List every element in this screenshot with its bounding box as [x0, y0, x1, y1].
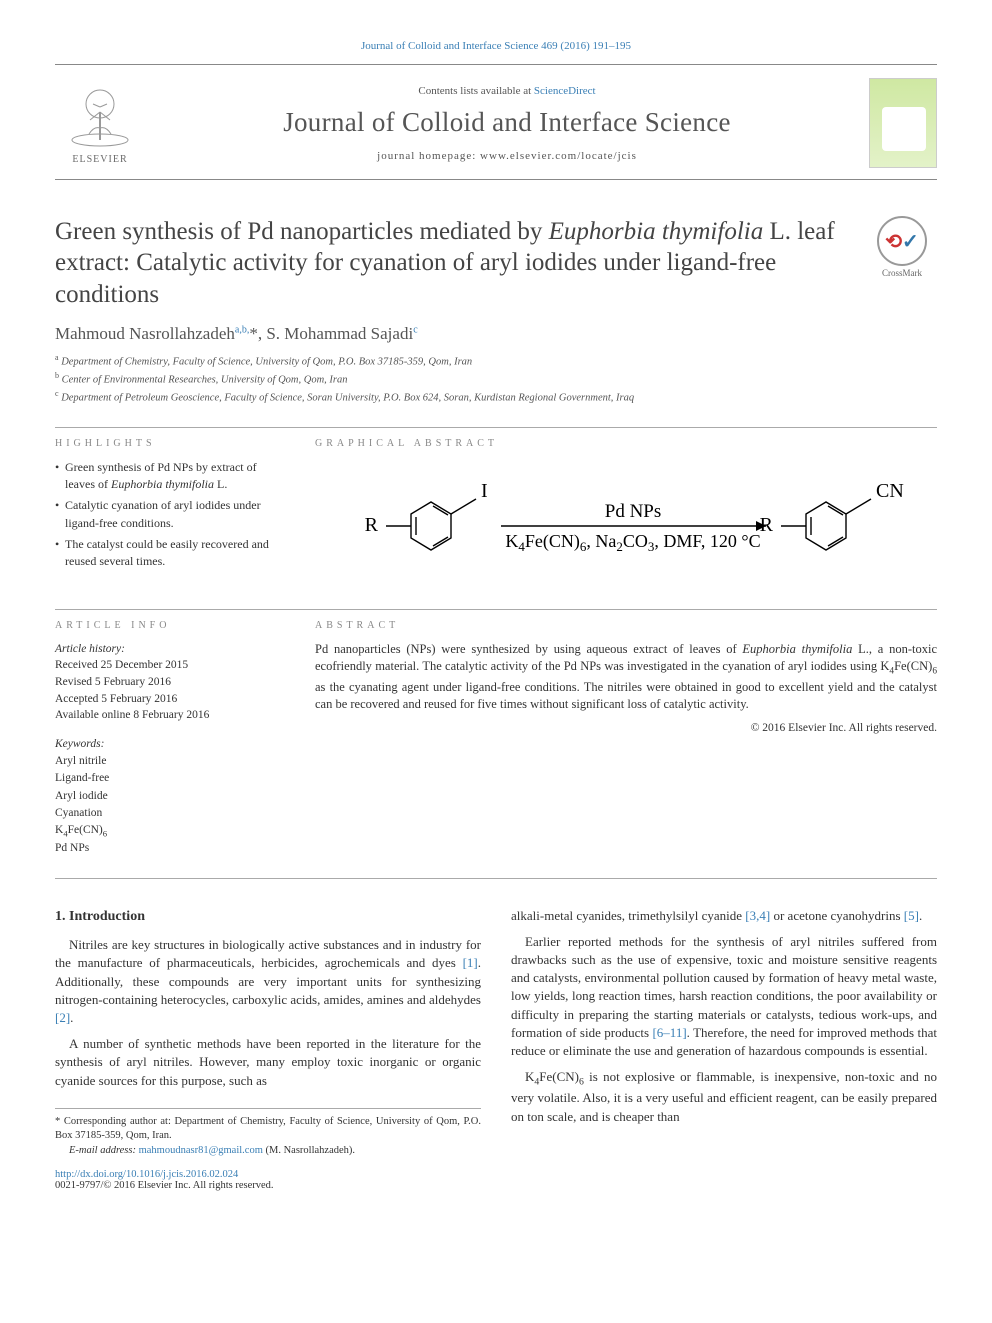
author-2: S. Mohammad Sajadi [266, 324, 413, 343]
affil-sup: b [55, 371, 59, 380]
svg-text:K4Fe(CN)6, Na2CO3, DMF, 120 °C: K4Fe(CN)6, Na2CO3, DMF, 120 °C [505, 531, 760, 554]
text-run: Nitriles are key structures in biologica… [55, 937, 481, 970]
highlight-item: Green synthesis of Pd NPs by extract of … [55, 459, 285, 494]
journal-name: Journal of Colloid and Interface Science [159, 107, 855, 138]
highlights-list: Green synthesis of Pd NPs by extract of … [55, 459, 285, 571]
authors: Mahmoud Nasrollahzadeha,b,*, S. Mohammad… [55, 324, 937, 344]
graphical-abstract-figure: R I Pd NPs K4Fe(CN)6, Na2CO3, DMF, 120 °… [315, 459, 937, 589]
author-1-affil: a,b, [235, 324, 249, 335]
para: Earlier reported methods for the synthes… [511, 933, 937, 1060]
body-text: 1. Introduction Nitriles are key structu… [55, 907, 937, 1159]
highlights-label: HIGHLIGHTS [55, 438, 285, 449]
citation-link[interactable]: [1] [463, 955, 478, 970]
keyword-item: K4Fe(CN)6 [55, 822, 285, 840]
crossmark-label: CrossMark [882, 268, 922, 278]
affil-c: Department of Petroleum Geoscience, Facu… [61, 393, 634, 404]
copyright: © 2016 Elsevier Inc. All rights reserved… [315, 722, 937, 734]
rule [55, 609, 937, 610]
abstract-label: ABSTRACT [315, 620, 937, 631]
para: A number of synthetic methods have been … [55, 1035, 481, 1090]
journal-homepage: journal homepage: www.elsevier.com/locat… [159, 150, 855, 162]
affil-b: Center of Environmental Researches, Univ… [62, 375, 348, 386]
svg-text:R: R [365, 514, 379, 536]
article-history: Article history: Received 25 December 20… [55, 641, 285, 724]
citation-link[interactable]: [6–11] [652, 1025, 686, 1040]
keyword-item: Ligand-free [55, 770, 285, 787]
footnote-star: * [55, 1116, 60, 1127]
elsevier-tree-icon [65, 82, 135, 152]
svg-text:Pd NPs: Pd NPs [605, 501, 662, 522]
graphical-abstract-label: GRAPHICAL ABSTRACT [315, 438, 937, 449]
svg-text:R: R [760, 514, 774, 536]
highlight-item: The catalyst could be easily recovered a… [55, 536, 285, 571]
history-revised: Revised 5 February 2016 [55, 674, 285, 691]
keyword-item: Cyanation [55, 805, 285, 822]
text-run: alkali-metal cyanides, trimethylsilyl cy… [511, 908, 745, 923]
journal-cover-thumbnail [869, 78, 937, 168]
article-title: Green synthesis of Pd nanoparticles medi… [55, 216, 849, 310]
text-run: . [919, 908, 922, 923]
svg-text:CN: CN [876, 480, 904, 502]
email-label: E-mail address: [69, 1145, 139, 1156]
keyword-item: Aryl iodide [55, 788, 285, 805]
corresponding-star: * [249, 324, 258, 343]
text-run: . [70, 1010, 73, 1025]
doi-link[interactable]: http://dx.doi.org/10.1016/j.jcis.2016.02… [55, 1169, 238, 1180]
keywords-label: Keywords: [55, 736, 285, 753]
keyword-item: Pd NPs [55, 840, 285, 857]
crossmark-badge[interactable]: ⟲✓ CrossMark [867, 216, 937, 310]
rule [55, 427, 937, 428]
publisher-logo: ELSEVIER [55, 73, 145, 173]
rule [55, 179, 937, 180]
history-label: Article history: [55, 641, 285, 658]
citation-link[interactable]: [3,4] [745, 908, 770, 923]
history-received: Received 25 December 2015 [55, 657, 285, 674]
article-info-label: ARTICLE INFO [55, 620, 285, 631]
citation-header: Journal of Colloid and Interface Science… [55, 40, 937, 52]
keywords: Keywords: Aryl nitrile Ligand-free Aryl … [55, 736, 285, 858]
affiliations: a Department of Chemistry, Faculty of Sc… [55, 352, 937, 407]
footnote-block: * Corresponding author at: Department of… [55, 1108, 481, 1159]
author-2-affil: c [413, 324, 417, 335]
author-1: Mahmoud Nasrollahzadeh [55, 324, 235, 343]
rule [55, 878, 937, 879]
citation-link[interactable]: [5] [904, 908, 919, 923]
affil-a: Department of Chemistry, Faculty of Scie… [61, 356, 472, 367]
sciencedirect-link[interactable]: ScienceDirect [534, 85, 596, 97]
affil-sup: c [55, 389, 59, 398]
publisher-label: ELSEVIER [72, 154, 127, 165]
crossmark-icon: ⟲✓ [877, 216, 927, 266]
contents-available: Contents lists available at ScienceDirec… [159, 85, 855, 97]
para: alkali-metal cyanides, trimethylsilyl cy… [511, 907, 937, 925]
masthead: ELSEVIER Contents lists available at Sci… [55, 65, 937, 179]
citation-link[interactable]: [2] [55, 1010, 70, 1025]
highlight-item: Catalytic cyanation of aryl iodides unde… [55, 497, 285, 532]
text-run: or acetone cyanohydrins [770, 908, 904, 923]
para: Nitriles are key structures in biologica… [55, 936, 481, 1027]
email-link[interactable]: mahmoudnasr81@gmail.com [139, 1145, 263, 1156]
history-online: Available online 8 February 2016 [55, 707, 285, 724]
para: K4Fe(CN)6 is not explosive or flammable,… [511, 1068, 937, 1126]
affil-sup: a [55, 353, 59, 362]
footnote-text: Corresponding author at: Department of C… [55, 1116, 481, 1142]
email-suffix: (M. Nasrollahzadeh). [263, 1145, 355, 1156]
keyword-item: Aryl nitrile [55, 753, 285, 770]
page-footer: http://dx.doi.org/10.1016/j.jcis.2016.02… [55, 1169, 937, 1191]
abstract-text: Pd nanoparticles (NPs) were synthesized … [315, 641, 937, 714]
contents-prefix: Contents lists available at [418, 85, 533, 97]
section-heading: 1. Introduction [55, 907, 481, 927]
svg-text:I: I [481, 480, 488, 502]
history-accepted: Accepted 5 February 2016 [55, 691, 285, 708]
issn-copyright: 0021-9797/© 2016 Elsevier Inc. All right… [55, 1180, 937, 1191]
